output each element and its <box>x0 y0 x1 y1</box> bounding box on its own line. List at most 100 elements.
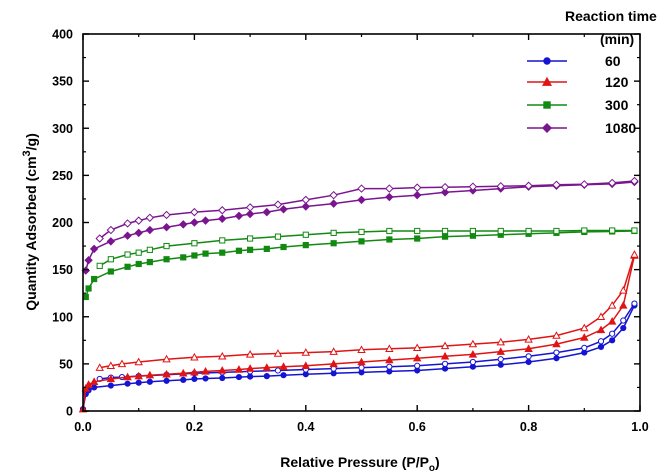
data-point-1080-desorption <box>273 200 283 209</box>
data-point-300-desorption <box>124 251 131 258</box>
x-tick-label: 1.0 <box>631 420 648 434</box>
data-point-120-desorption <box>357 345 366 353</box>
data-point-120-adsorption <box>385 355 394 364</box>
data-point-60-adsorption <box>146 378 153 385</box>
data-point-120-adsorption <box>179 368 188 377</box>
data-point-1080-desorption <box>630 176 639 186</box>
data-point-300-adsorption <box>163 256 170 263</box>
data-point-1080-adsorption <box>329 199 338 208</box>
data-point-300-desorption <box>631 227 638 234</box>
data-point-300-desorption <box>135 249 142 256</box>
data-point-1080-adsorption <box>245 209 255 219</box>
data-point-120-adsorption <box>234 365 244 373</box>
data-point-60-adsorption <box>191 375 198 383</box>
y-axis-title: Quantity Adsorbed (cm3/g) <box>21 133 39 311</box>
data-point-1080-adsorption <box>218 214 227 223</box>
data-point-1080-adsorption <box>89 244 99 254</box>
data-point-120-adsorption <box>262 363 272 371</box>
data-point-120-adsorption <box>468 350 478 358</box>
y-tick-label: 50 <box>59 357 73 371</box>
data-point-300-adsorption <box>330 240 337 247</box>
data-point-1080-adsorption <box>279 205 288 214</box>
data-point-120-desorption <box>412 343 422 352</box>
data-point-60-desorption <box>441 360 449 367</box>
y-tick-label: 150 <box>52 263 73 277</box>
data-point-300-adsorption <box>124 263 131 270</box>
data-point-300-adsorption <box>91 275 98 283</box>
data-point-60-adsorption <box>597 343 605 351</box>
data-point-300-desorption <box>96 262 103 269</box>
data-point-1080-adsorption <box>134 228 143 238</box>
data-point-1080-desorption <box>218 206 227 215</box>
data-point-120-adsorption <box>190 367 199 376</box>
data-point-300-adsorption <box>82 293 89 301</box>
legend-marker-300 <box>543 101 551 109</box>
data-point-60-desorption <box>274 367 282 374</box>
data-point-120-desorption <box>162 354 171 363</box>
data-point-120-adsorption <box>412 353 422 362</box>
data-point-60-adsorption <box>202 375 209 382</box>
data-point-60-adsorption <box>263 373 270 380</box>
legend-marker-1080 <box>541 122 553 134</box>
data-point-120-desorption <box>524 334 533 343</box>
x-tick-label: 0.2 <box>186 420 203 434</box>
data-point-1080-adsorption <box>162 222 171 232</box>
data-point-60-adsorption <box>135 379 142 386</box>
data-point-300-adsorption <box>386 236 393 243</box>
data-point-300-adsorption <box>358 238 365 245</box>
data-point-1080-desorption <box>524 181 533 190</box>
data-point-1080-adsorption <box>106 237 116 246</box>
data-point-300-desorption <box>386 227 393 235</box>
data-point-120-adsorption <box>106 374 116 383</box>
data-point-1080-desorption <box>95 234 104 243</box>
data-point-120-adsorption <box>580 333 589 341</box>
data-point-300-desorption <box>330 229 337 236</box>
data-point-1080-desorption <box>552 180 561 190</box>
data-point-60-desorption <box>497 356 504 363</box>
series-1080 <box>81 176 639 275</box>
data-point-300-adsorption <box>441 233 449 240</box>
data-point-120-desorption <box>134 357 143 366</box>
series-120 <box>78 250 639 413</box>
data-point-120-adsorption <box>329 359 338 368</box>
legend-label-120: 120 <box>605 74 629 90</box>
series-line-120-desorption <box>99 254 636 369</box>
data-point-1080-desorption <box>145 213 155 223</box>
data-point-120-desorption <box>468 339 478 348</box>
data-point-120-desorption <box>596 312 606 320</box>
data-point-120-adsorption <box>357 357 366 366</box>
data-point-120-desorption <box>630 250 639 258</box>
data-point-120-desorption <box>619 285 628 294</box>
data-point-300-desorption <box>302 231 309 238</box>
data-point-60-adsorption <box>497 361 504 368</box>
data-point-300-desorption <box>497 227 504 235</box>
data-point-300-desorption <box>469 227 476 235</box>
data-point-300-adsorption <box>263 245 270 252</box>
data-point-1080-desorption <box>329 190 338 200</box>
data-point-300-desorption <box>191 240 198 247</box>
data-point-1080-desorption <box>162 210 171 220</box>
data-point-1080-desorption <box>357 184 366 193</box>
data-point-300-adsorption <box>107 268 114 275</box>
data-point-60-desorption <box>609 330 616 337</box>
data-point-60-adsorption <box>609 337 616 344</box>
data-point-1080-adsorption <box>412 190 422 200</box>
data-point-60-desorption <box>386 363 393 370</box>
y-tick-label: 300 <box>52 122 73 136</box>
data-point-1080-adsorption <box>262 207 272 217</box>
data-point-60-adsorption <box>280 372 287 379</box>
data-point-120-desorption <box>273 349 283 357</box>
data-point-60-desorption <box>553 349 560 356</box>
data-point-120-adsorption <box>279 362 288 370</box>
data-point-60-desorption <box>414 362 421 369</box>
series-300 <box>82 227 638 301</box>
data-point-120-desorption <box>218 351 227 360</box>
data-point-120-desorption <box>117 359 127 368</box>
data-point-120-desorption <box>301 348 311 356</box>
legend-marker-120 <box>541 76 553 86</box>
data-point-120-adsorption <box>123 372 132 381</box>
data-point-1080-desorption <box>301 195 311 205</box>
data-point-120-adsorption <box>84 380 93 388</box>
x-tick-label: 0.4 <box>297 420 314 434</box>
